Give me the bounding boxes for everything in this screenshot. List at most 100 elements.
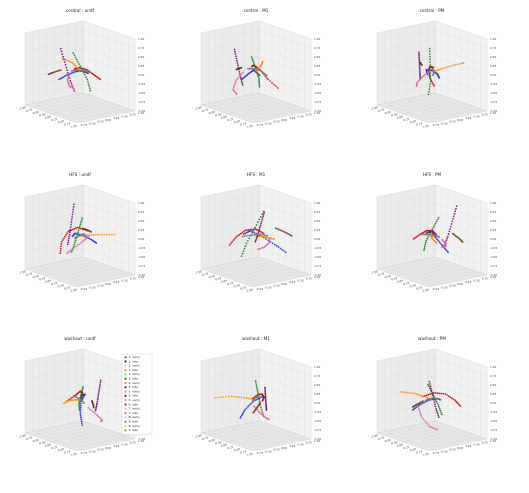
z-tick-label: 0.75 [138,46,144,50]
y-tick-label: -0.75 [80,451,87,455]
y-tick-label: 0.50 [121,442,127,446]
grid-line [246,108,305,121]
trajectory-point [254,226,256,229]
trajectory-point [78,405,81,407]
trajectory-point [70,70,73,72]
trajectory-point [96,400,99,403]
trajectory-point [265,76,268,79]
z-tick-label: -0.75 [138,264,145,268]
legend-marker [124,429,127,432]
trajectory-point [456,401,459,404]
trajectory-point [241,84,244,86]
z-tick-label: 0.50 [314,219,320,223]
trajectory-point [231,240,234,243]
trajectory-point [415,236,418,238]
grid-line [24,29,84,43]
trajectory-point [78,409,81,412]
trajectory-series [72,394,85,404]
x-tick-label: 0.50 [57,283,64,288]
trajectory-point [96,233,99,236]
panel-title: HFS : undf [69,172,91,177]
trajectory-point [435,69,438,72]
trajectory-point [67,241,70,244]
trajectory-series [87,406,104,423]
trajectory-point [439,242,442,245]
y-tick-label: 0.25 [465,116,471,120]
trajectory-point [454,399,457,402]
x-tick-label: 0.25 [51,445,58,450]
trajectory-point [80,418,83,421]
trajectory-point [81,240,84,243]
y-tick-label: -0.25 [273,284,280,288]
trajectory-point [86,80,89,83]
trajectory-point [235,57,238,60]
trajectory-point [79,412,82,415]
grid-line [258,220,312,240]
legend-marker [124,386,127,389]
trajectory-series [415,70,431,88]
grid-line [200,366,260,380]
trajectory-point [418,53,420,56]
grid-line [391,429,444,449]
y-tick-label: 0.25 [113,116,119,120]
x-tick-label: -1.00 [194,433,202,439]
y-tick-label: 0.50 [473,442,479,446]
trajectory-point [67,237,70,240]
x-tick-label: 0.25 [51,117,58,122]
panel-title: HFS : M1 [247,172,266,177]
trajectory-point [438,236,441,239]
trajectory-point [99,78,102,81]
trajectory-point [257,392,259,394]
z-tick-label: -0.75 [314,428,321,432]
trajectory-point [71,213,74,216]
grid-line [200,29,260,43]
trajectory-point [64,63,67,66]
trajectory-point [452,64,455,67]
trajectory-point [248,234,251,237]
grid-line [258,211,312,231]
trajectory-point [423,245,426,248]
trajectory-point [245,242,248,245]
trajectory-point [63,58,65,61]
grid-line [258,38,312,58]
trajectory-point [255,223,258,226]
trajectory-point [438,68,441,71]
y-tick-label: 0.75 [130,113,136,117]
z-tick-label: 0.75 [138,210,144,214]
grid-line [384,431,437,450]
trajectory-point [440,392,443,395]
trajectory-point [424,421,427,423]
trajectory-point [443,67,446,69]
x-tick-label: 1.00 [70,288,77,293]
trajectory-point [70,223,72,226]
trajectory-point [256,221,259,224]
trajectory-point [258,230,260,232]
z-tick-label: 1.00 [314,365,320,369]
trajectory-point [447,251,449,254]
z-tick-label: 0.50 [490,383,496,387]
trajectory-point [80,241,82,244]
grid-line [57,432,116,445]
trajectory-point [259,224,262,227]
trajectory-point [88,85,91,87]
x-tick-label: 0.00 [396,115,403,120]
trajectory-point [234,53,237,55]
trajectory-point [253,64,256,67]
trajectory-point [448,65,451,68]
trajectory-series [424,397,441,402]
z-tick-label: -0.75 [138,100,145,104]
trajectory-point [454,63,457,66]
trajectory-point [73,71,76,73]
trajectory-point [65,66,68,69]
trajectory-point [61,57,64,60]
trajectory-point [235,236,238,238]
grid-line [391,265,444,285]
trajectory-point [251,57,254,60]
trajectory-series [214,395,256,401]
grid-line [376,56,436,70]
trajectory-point [457,402,460,405]
trajectory-point [275,85,277,88]
trajectory-point [80,219,83,222]
z-tick-label: 0.00 [138,237,144,241]
trajectory-point [76,244,79,247]
